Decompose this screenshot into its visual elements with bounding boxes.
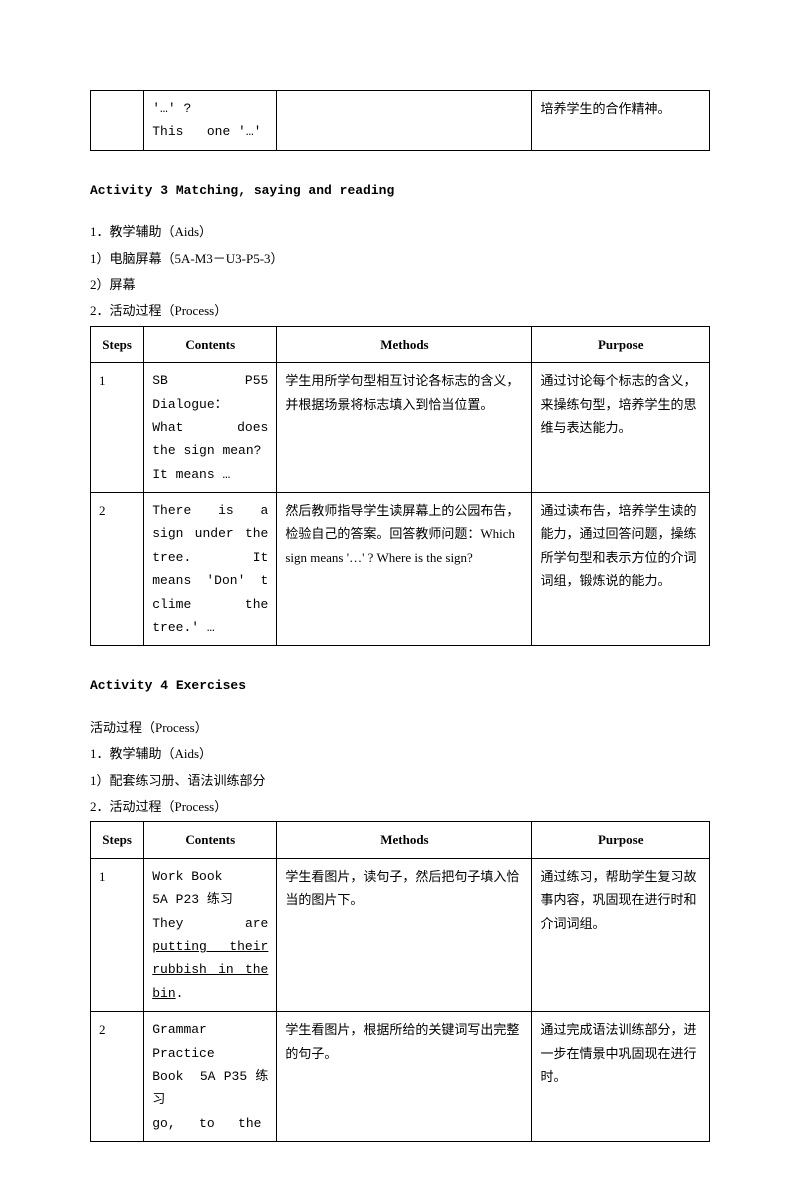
aid-item: 1）配套练习册、语法训练部分	[90, 769, 710, 792]
aids-title: 1．教学辅助（Aids）	[90, 742, 710, 765]
table-row: 2 There is a sign under the tree. It mea…	[91, 493, 710, 646]
header-steps: Steps	[91, 326, 144, 362]
cell-purpose: 通过练习，帮助学生复习故事内容，巩固现在进行时和介词词组。	[532, 858, 710, 1011]
cell-step: 1	[91, 363, 144, 493]
cell-contents: SB P55 Dialogue： What does the sign mean…	[144, 363, 277, 493]
cell-contents: There is a sign under the tree. It means…	[144, 493, 277, 646]
activity3-table: Steps Contents Methods Purpose 1 SB P55 …	[90, 326, 710, 647]
header-purpose: Purpose	[532, 326, 710, 362]
header-methods: Methods	[277, 822, 532, 858]
cell-step: 2	[91, 493, 144, 646]
contents-after: .	[176, 986, 184, 1001]
table-row: 1 SB P55 Dialogue： What does the sign me…	[91, 363, 710, 493]
cell-contents: Work Book 5A P23 练习 They are putting the…	[144, 858, 277, 1011]
table-row: 2 Grammar Practice Book 5A P35 练习 go, to…	[91, 1012, 710, 1142]
process-title: 2．活动过程（Process）	[90, 795, 710, 818]
cell	[91, 91, 144, 151]
table-header-row: Steps Contents Methods Purpose	[91, 326, 710, 362]
header-contents: Contents	[144, 822, 277, 858]
top-partial-table: '…' ? This one '…' 培养学生的合作精神。	[90, 90, 710, 151]
header-steps: Steps	[91, 822, 144, 858]
cell-purpose: 通过读布告，培养学生读的能力，通过回答问题，操练所学句型和表示方位的介词词组，锻…	[532, 493, 710, 646]
cell-purpose: 通过完成语法训练部分，进一步在情景中巩固现在进行时。	[532, 1012, 710, 1142]
cell	[277, 91, 532, 151]
contents-plain: Grammar Practice Book 5A P35 练习 go, to t…	[152, 1022, 268, 1131]
contents-plain: Work Book 5A P23 练习 They are	[152, 869, 276, 931]
header-methods: Methods	[277, 326, 532, 362]
aid-item: 1）电脑屏幕（5A-M3－U3-P5-3）	[90, 247, 710, 270]
cell-methods: 学生看图片，根据所给的关键词写出完整的句子。	[277, 1012, 532, 1142]
cell: 培养学生的合作精神。	[532, 91, 710, 151]
cell-step: 2	[91, 1012, 144, 1142]
header-purpose: Purpose	[532, 822, 710, 858]
aids-title: 1．教学辅助（Aids）	[90, 220, 710, 243]
cell-step: 1	[91, 858, 144, 1011]
cell-methods: 学生用所学句型相互讨论各标志的含义，并根据场景将标志填入到恰当位置。	[277, 363, 532, 493]
process-line: 活动过程（Process）	[90, 716, 710, 739]
table-header-row: Steps Contents Methods Purpose	[91, 822, 710, 858]
aid-item: 2）屏幕	[90, 273, 710, 296]
activity4-table: Steps Contents Methods Purpose 1 Work Bo…	[90, 821, 710, 1142]
process-title: 2．活动过程（Process）	[90, 299, 710, 322]
activity4-title: Activity 4 Exercises	[90, 674, 710, 697]
activity3-title: Activity 3 Matching, saying and reading	[90, 179, 710, 202]
cell-methods: 然后教师指导学生读屏幕上的公园布告，检验自己的答案。回答教师问题：Which s…	[277, 493, 532, 646]
cell-methods: 学生看图片，读句子，然后把句子填入恰当的图片下。	[277, 858, 532, 1011]
contents-underlined: putting their rubbish in the bin	[152, 939, 268, 1001]
header-contents: Contents	[144, 326, 277, 362]
table-row: '…' ? This one '…' 培养学生的合作精神。	[91, 91, 710, 151]
cell: '…' ? This one '…'	[144, 91, 277, 151]
cell-contents: Grammar Practice Book 5A P35 练习 go, to t…	[144, 1012, 277, 1142]
table-row: 1 Work Book 5A P23 练习 They are putting t…	[91, 858, 710, 1011]
cell-purpose: 通过讨论每个标志的含义，来操练句型，培养学生的思维与表达能力。	[532, 363, 710, 493]
